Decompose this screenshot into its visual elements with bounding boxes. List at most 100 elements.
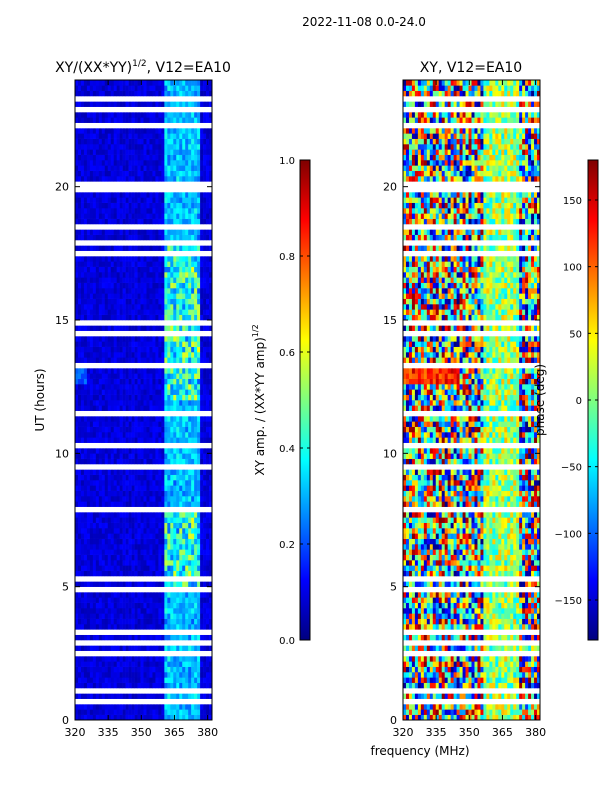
heatmap-cell [176,565,180,571]
heatmap-cell [131,405,135,411]
heatmap-cell [122,224,126,230]
heatmap-cell [155,261,159,267]
heatmap-cell [173,570,177,577]
heatmap-cell [80,282,85,289]
heatmap-cell [137,544,141,550]
heatmap-cell [182,464,186,470]
heatmap-cell [131,448,135,454]
heatmap-cell [182,522,186,529]
heatmap-cell [104,709,109,715]
heatmap-cell [98,288,103,294]
heatmap-cell [182,602,186,609]
heatmap-cell [92,197,97,203]
heatmap-cell [134,245,138,251]
heatmap-cell [206,368,210,374]
heatmap-cell [101,394,106,401]
heatmap-cell [197,288,201,294]
heatmap-cell [200,608,204,614]
heatmap-cell [86,592,91,598]
heatmap-cell [149,677,153,683]
heatmap-cell [203,533,207,539]
heatmap-cell [134,677,138,683]
heatmap-cell [122,293,126,299]
heatmap-cell [173,613,177,619]
heatmap-cell [170,576,174,582]
heatmap-cell [128,570,132,577]
heatmap-cell [155,570,159,577]
heatmap-cell [170,218,174,225]
heatmap-cell [98,432,103,438]
heatmap-cell [89,624,94,630]
heatmap-cell [209,282,212,289]
heatmap-cell [95,346,100,353]
heatmap-cell [83,517,88,523]
heatmap-cell [197,298,201,305]
heatmap-cell [167,512,171,518]
heatmap-cell [143,650,147,657]
heatmap-cell [107,624,112,630]
heatmap-cell [77,565,82,571]
heatmap-cell [203,378,207,385]
heatmap-cell [149,208,153,214]
heatmap-cell [167,298,171,305]
heatmap-cell [155,586,159,593]
heatmap-cell [104,688,109,694]
heatmap-cell [203,709,207,715]
heatmap-cell [80,256,85,262]
heatmap-cell [143,309,147,315]
heatmap-cell [143,224,147,230]
heatmap-cell [185,666,189,673]
heatmap-cell [167,528,171,534]
heatmap-cell [179,512,183,518]
heatmap-cell [113,512,117,518]
heatmap-cell [119,170,123,177]
heatmap-cell [149,149,153,155]
heatmap-cell [206,314,210,321]
heatmap-cell [191,181,195,187]
heatmap-cell [182,613,186,619]
heatmap-cell [80,474,85,481]
heatmap-cell [161,437,165,443]
heatmap-cell [83,666,88,673]
heatmap-cell [155,432,159,438]
heatmap-cell [206,629,210,635]
heatmap-cell [176,277,180,283]
heatmap-cell [92,490,97,497]
heatmap-cell [152,597,156,603]
heatmap-cell [167,570,171,577]
heatmap-cell [125,410,129,417]
heatmap-cell [92,362,97,369]
heatmap-cell [185,208,189,214]
heatmap-cell [173,645,177,651]
heatmap-cell [125,528,129,534]
heatmap-cell [110,346,115,353]
heatmap-cell [113,554,117,561]
heatmap-cell [149,181,153,187]
heatmap-cell [137,320,141,326]
heatmap-cell [89,149,94,155]
heatmap-cell [209,677,212,683]
heatmap-cell [152,234,156,241]
heatmap-cell [77,362,82,369]
heatmap-cell [182,597,186,603]
heatmap-cell [98,229,103,235]
heatmap-cell [197,624,201,630]
heatmap-cell [98,661,103,667]
heatmap-cell [101,453,106,459]
heatmap-cell [209,586,212,593]
heatmap-cell [86,549,91,555]
heatmap-cell [131,480,135,486]
heatmap-cell [83,469,88,475]
heatmap-cell [191,378,195,385]
heatmap-cell [173,549,177,555]
heatmap-cell [140,234,144,241]
heatmap-cell [146,650,150,657]
heatmap-cell [101,330,106,337]
heatmap-cell [140,506,144,513]
heatmap-cell [161,368,165,374]
heatmap-cell [95,186,100,193]
heatmap-cell [185,496,189,502]
heatmap-cell [188,405,192,411]
heatmap-cell [203,250,207,257]
heatmap-cell [200,544,204,550]
